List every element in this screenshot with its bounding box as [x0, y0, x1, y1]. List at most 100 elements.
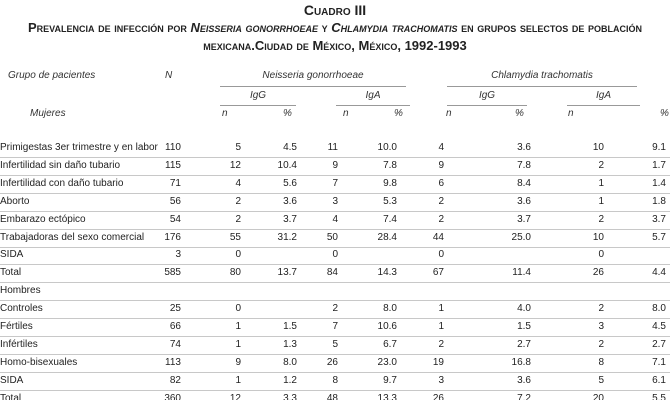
divider: [567, 105, 640, 106]
cell-ng-iga-pct: 23.0: [377, 356, 397, 368]
cell-ct-igg-pct: 3.6: [517, 195, 531, 207]
cell-ct-iga-n: 20: [592, 392, 604, 400]
cell-ct-igg-n: 2: [438, 195, 444, 207]
row-label: Fértiles: [0, 321, 33, 332]
row-label: Hombres: [0, 285, 41, 297]
cell-n-total: 71: [169, 177, 181, 189]
divider: [336, 105, 410, 106]
divider: [447, 105, 527, 106]
table-row: SIDA 3 0 0 0 0: [0, 246, 670, 266]
cell-ng-iga-n: 9: [332, 159, 338, 171]
cell-ct-igg-pct: 7.2: [517, 392, 531, 400]
cell-ct-igg-n: 3: [438, 374, 444, 386]
cell-ct-iga-n: 1: [598, 195, 604, 207]
row-label: Total: [0, 267, 22, 279]
cell-ct-iga-n: 10: [592, 142, 604, 153]
cell-ng-iga-n: 4: [332, 213, 338, 225]
cell-n-total: 113: [165, 356, 181, 368]
cell-ng-igg-n: 1: [235, 321, 241, 332]
table-title-line2: mexicana.Ciudad de México, México, 1992-…: [203, 38, 467, 53]
row-label: Infértiles: [0, 338, 38, 350]
table-row: Total 585 80 13.7 84 14.3 67 11.4 26 4.4: [0, 264, 670, 284]
cell-n-total: 66: [169, 321, 181, 332]
table-row: Hombres: [0, 282, 670, 302]
cell-ng-igg-pct: 1.5: [283, 321, 297, 332]
cell-ng-iga-n: 3: [332, 195, 338, 207]
cell-ct-iga-pct: 8.0: [652, 303, 666, 315]
title-text: y: [318, 20, 332, 35]
cell-ng-igg-pct: 13.7: [277, 267, 297, 279]
cell-ct-iga-pct: 5.7: [652, 231, 666, 243]
table-row: Controles 25 0 2 8.0 1 4.0 2 8.0: [0, 300, 670, 320]
cell-ng-iga-n: 8: [332, 374, 338, 386]
divider: [447, 86, 637, 87]
row-label: Total: [0, 392, 22, 400]
cell-ct-iga-pct: 9.1: [652, 142, 666, 153]
header-pct: %: [283, 108, 292, 119]
header-igg-ng: IgG: [249, 90, 267, 101]
header-mujeres: Mujeres: [30, 108, 66, 119]
cell-ct-iga-n: 26: [592, 267, 604, 279]
cell-ng-igg-pct: 31.2: [277, 231, 297, 243]
header-pct: %: [660, 108, 669, 119]
cell-ng-igg-pct: 3.7: [283, 213, 297, 225]
cell-ng-igg-n: 5: [235, 142, 241, 153]
cell-ng-iga-pct: 9.8: [383, 177, 397, 189]
header-igg-ct: IgG: [478, 90, 496, 101]
row-label: Homo-bisexuales: [0, 356, 78, 368]
table-row: Primigestas 3er trimestre y en labor 110 5…: [0, 139, 670, 158]
cell-ct-igg-n: 19: [432, 356, 444, 368]
cell-ct-iga-pct: 1.4: [652, 177, 666, 189]
table-row: Total 360 12 3.3 48 13.3 26 7.2 20 5.5: [0, 390, 670, 400]
cell-ct-igg-pct: 1.5: [517, 321, 531, 332]
row-label: Aborto: [0, 195, 30, 207]
table-title-line1: Prevalencia de infección por Neisseria g…: [0, 20, 670, 35]
cell-ng-iga-pct: 6.7: [383, 338, 397, 350]
cell-n-total: 176: [164, 231, 181, 243]
cell-ct-iga-n: 2: [598, 159, 604, 171]
cell-ng-igg-pct: 8.0: [283, 356, 297, 368]
cell-ct-igg-n: 1: [438, 321, 444, 332]
cell-ng-iga-n: 50: [326, 231, 338, 243]
cell-ct-igg-n: 2: [438, 213, 444, 225]
table-number: Cuadro III: [303, 2, 367, 18]
header-n: n: [446, 108, 452, 119]
cell-ng-iga-n: 0: [332, 249, 338, 261]
cell-ng-iga-n: 11: [327, 142, 338, 153]
cell-ct-iga-n: 8: [598, 356, 604, 368]
cell-ng-igg-n: 80: [229, 267, 241, 279]
row-label: Primigestas 3er trimestre y en labor: [0, 142, 158, 153]
cell-ng-igg-n: 9: [235, 356, 241, 368]
cell-ng-iga-pct: 5.3: [383, 195, 397, 207]
cell-ct-iga-pct: 2.7: [652, 338, 666, 350]
cell-ng-igg-n: 55: [229, 231, 241, 243]
header-n-total: N: [165, 70, 173, 81]
table-row: Embarazo ectópico 54 2 3.7 4 7.4 2 3.7 2 3.7: [0, 211, 670, 230]
table-row: Infertilidad con daño tubario 71 4 5.6 7 9.8 6…: [0, 175, 670, 194]
cell-ct-igg-n: 0: [438, 249, 444, 261]
header-n: n: [343, 108, 349, 119]
cell-ng-igg-pct: 4.5: [283, 142, 297, 153]
cell-ng-iga-n: 5: [332, 338, 338, 350]
cell-ng-igg-n: 12: [229, 392, 241, 400]
cell-ng-igg-n: 2: [235, 213, 241, 225]
row-label: Controles: [0, 303, 43, 315]
cell-ng-iga-pct: 28.4: [377, 231, 397, 243]
cell-ng-igg-pct: 3.6: [283, 195, 297, 207]
cell-ng-igg-pct: 1.2: [283, 374, 297, 386]
table-row: Fértiles 66 1 1.5 7 10.6 1 1.5 3 4.5: [0, 318, 670, 337]
cell-ct-igg-n: 44: [432, 231, 444, 243]
cell-ct-igg-pct: 11.4: [512, 267, 531, 279]
cell-ng-iga-pct: 13.3: [377, 392, 397, 400]
cell-ct-iga-pct: 3.7: [652, 213, 666, 225]
header-n: n: [568, 108, 574, 119]
cell-n-total: 3: [175, 249, 181, 261]
cell-ct-igg-pct: 7.8: [517, 159, 531, 171]
cell-ct-iga-pct: 1.8: [652, 195, 666, 207]
cell-ct-iga-pct: 1.7: [652, 159, 666, 171]
cell-ng-igg-n: 0: [235, 249, 241, 261]
cell-n-total: 585: [164, 267, 181, 279]
cell-ct-igg-n: 6: [438, 177, 444, 189]
title-species-1: Neisseria gonorrhoeae: [190, 20, 318, 35]
